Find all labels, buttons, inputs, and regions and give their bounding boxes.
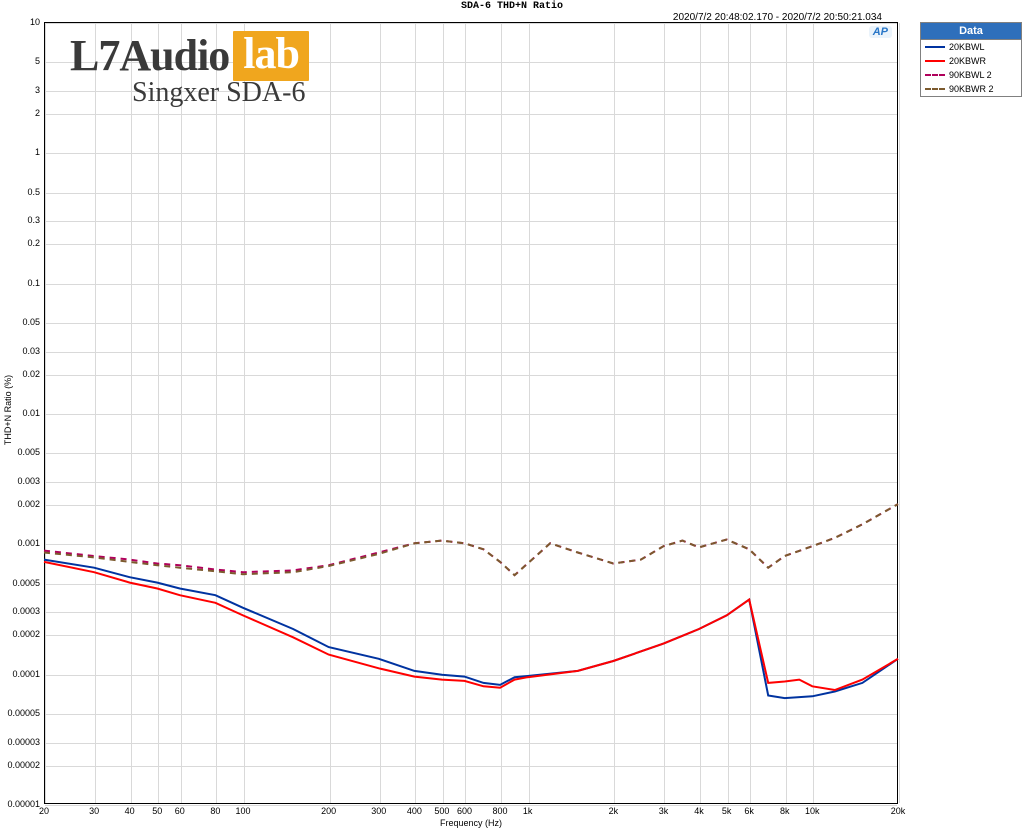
- y-tick-label: 0.0003: [4, 606, 40, 616]
- y-tick-label: 0.002: [4, 499, 40, 509]
- series-20KBWR: [44, 562, 898, 690]
- x-tick-label: 500: [434, 806, 449, 816]
- legend-item: 90KBWR 2: [921, 82, 1021, 96]
- y-tick-label: 0.003: [4, 476, 40, 486]
- y-tick-label: 0.00001: [4, 799, 40, 809]
- legend-swatch-icon: [925, 74, 945, 76]
- legend-label: 20KBWL: [949, 42, 985, 52]
- legend: Data 20KBWL 20KBWR 90KBWL 2 90KBWR 2: [920, 22, 1022, 97]
- chart-lines: [44, 22, 898, 804]
- x-tick-label: 5k: [722, 806, 732, 816]
- y-tick-label: 0.03: [4, 346, 40, 356]
- series-90KBWR 2: [44, 504, 898, 575]
- x-tick-label: 400: [407, 806, 422, 816]
- y-tick-label: 3: [4, 85, 40, 95]
- x-tick-label: 6k: [744, 806, 754, 816]
- x-tick-label: 60: [175, 806, 185, 816]
- legend-item: 20KBWR: [921, 54, 1021, 68]
- y-tick-label: 0.00005: [4, 708, 40, 718]
- x-tick-label: 4k: [694, 806, 704, 816]
- x-tick-label: 3k: [659, 806, 669, 816]
- gridline-v: [899, 23, 900, 803]
- x-tick-label: 2k: [609, 806, 619, 816]
- y-tick-label: 10: [4, 17, 40, 27]
- x-tick-label: 20k: [891, 806, 906, 816]
- x-axis-label: Frequency (Hz): [440, 818, 502, 828]
- x-tick-label: 800: [493, 806, 508, 816]
- legend-item: 90KBWL 2: [921, 68, 1021, 82]
- y-tick-label: 0.05: [4, 317, 40, 327]
- legend-header: Data: [921, 23, 1021, 40]
- x-tick-label: 80: [210, 806, 220, 816]
- chart-title: SDA-6 THD+N Ratio: [0, 1, 1024, 12]
- y-tick-label: 0.5: [4, 187, 40, 197]
- y-tick-label: 0.02: [4, 369, 40, 379]
- legend-swatch-icon: [925, 60, 945, 62]
- x-tick-label: 1k: [523, 806, 533, 816]
- legend-swatch-icon: [925, 46, 945, 48]
- x-tick-label: 100: [235, 806, 250, 816]
- x-tick-label: 600: [457, 806, 472, 816]
- legend-item: 20KBWL: [921, 40, 1021, 54]
- y-tick-label: 0.2: [4, 238, 40, 248]
- legend-label: 90KBWR 2: [949, 84, 994, 94]
- x-tick-label: 50: [152, 806, 162, 816]
- y-tick-label: 0.001: [4, 538, 40, 548]
- legend-label: 90KBWL 2: [949, 70, 992, 80]
- y-tick-label: 0.01: [4, 408, 40, 418]
- y-tick-label: 0.00003: [4, 737, 40, 747]
- x-tick-label: 8k: [780, 806, 790, 816]
- y-tick-label: 0.005: [4, 447, 40, 457]
- x-tick-label: 30: [89, 806, 99, 816]
- y-tick-label: 2: [4, 108, 40, 118]
- y-tick-label: 0.1: [4, 278, 40, 288]
- y-tick-label: 0.0002: [4, 629, 40, 639]
- legend-label: 20KBWR: [949, 56, 986, 66]
- series-20KBWL: [44, 560, 898, 699]
- x-tick-label: 200: [321, 806, 336, 816]
- x-tick-label: 300: [371, 806, 386, 816]
- y-tick-label: 1: [4, 147, 40, 157]
- y-tick-label: 0.0005: [4, 578, 40, 588]
- y-tick-label: 0.0001: [4, 669, 40, 679]
- x-tick-label: 20: [39, 806, 49, 816]
- y-tick-label: 0.3: [4, 215, 40, 225]
- y-tick-label: 0.00002: [4, 760, 40, 770]
- ap-logo-icon: AP: [869, 26, 892, 38]
- legend-swatch-icon: [925, 88, 945, 90]
- x-tick-label: 10k: [805, 806, 820, 816]
- x-tick-label: 40: [125, 806, 135, 816]
- y-tick-label: 5: [4, 56, 40, 66]
- series-90KBWL 2: [44, 504, 898, 575]
